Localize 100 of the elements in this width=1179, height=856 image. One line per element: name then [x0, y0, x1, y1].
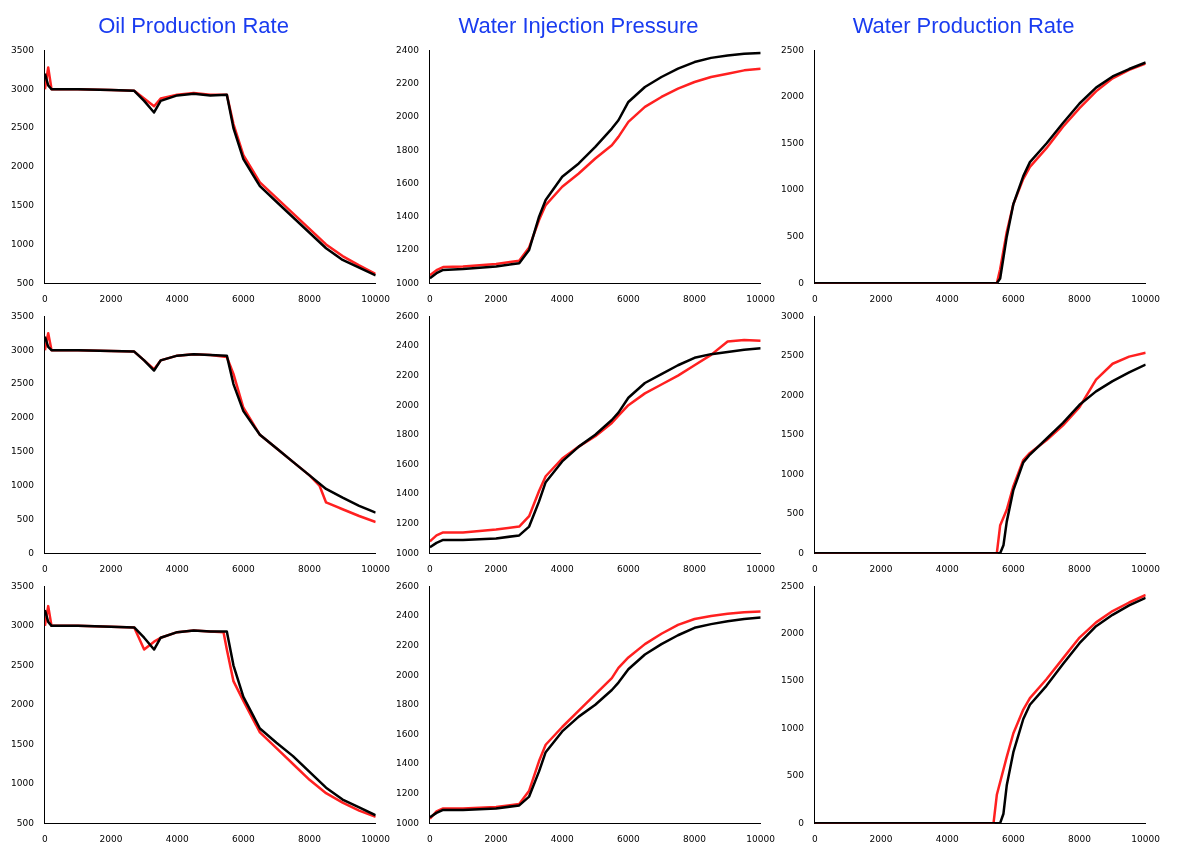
y-tick-label: 2500: [781, 580, 805, 591]
y-tick-label: 2500: [11, 122, 35, 133]
x-tick-label: 4000: [550, 833, 574, 844]
y-tick-label: 1500: [11, 199, 35, 210]
y-tick-label: 500: [16, 277, 35, 288]
y-tick-label: 3000: [11, 620, 35, 631]
y-tick-label: 1500: [781, 137, 805, 148]
chart-title: Water Production Rate: [852, 13, 1075, 39]
x-tick-label: 0: [42, 833, 49, 844]
y-tick-label: 2400: [396, 340, 420, 351]
x-tick-label: 10000: [361, 293, 391, 304]
y-tick-label: 2200: [396, 78, 420, 88]
y-tick-label: 1800: [396, 429, 420, 440]
x-tick-label: 6000: [231, 563, 256, 574]
y-tick-label: 1000: [781, 184, 805, 195]
y-tick-label: 1000: [396, 547, 420, 558]
x-tick-label: 4000: [165, 563, 189, 574]
y-tick-label: 2000: [781, 628, 805, 639]
x-tick-label: 4000: [550, 293, 574, 304]
x-tick-label: 10000: [361, 833, 391, 844]
y-tick-label: 1000: [11, 778, 35, 789]
chart-title: Water Injection Pressure: [458, 13, 699, 39]
y-tick-label: 2600: [396, 310, 420, 321]
x-tick-label: 2000: [484, 563, 508, 574]
y-tick-label: 2500: [781, 44, 805, 55]
y-tick-label: 1400: [396, 211, 420, 222]
x-tick-label: 2000: [869, 833, 893, 844]
y-tick-label: 1500: [781, 675, 805, 686]
y-tick-label: 2200: [396, 639, 420, 650]
y-tick-label: 3000: [11, 344, 35, 355]
x-tick-label: 2000: [99, 293, 123, 304]
y-tick-label: 0: [28, 547, 35, 558]
x-tick-label: 2000: [869, 293, 893, 304]
y-tick-label: 1200: [396, 517, 420, 528]
y-tick-label: 2000: [396, 111, 420, 122]
x-tick-label: 6000: [1001, 833, 1026, 844]
y-tick-label: 1000: [11, 479, 35, 490]
x-tick-label: 2000: [484, 833, 508, 844]
x-tick-label: 2000: [99, 833, 123, 844]
x-tick-label: 0: [812, 563, 819, 574]
x-tick-label: 0: [42, 293, 49, 304]
y-tick-label: 2400: [396, 610, 420, 621]
x-tick-label: 2000: [484, 293, 508, 304]
x-tick-label: 4000: [935, 833, 959, 844]
y-tick-label: 2600: [396, 580, 420, 591]
y-tick-label: 500: [786, 508, 805, 519]
x-tick-label: 0: [427, 833, 434, 844]
y-tick-label: 2000: [11, 161, 35, 172]
x-tick-label: 6000: [231, 293, 256, 304]
y-tick-label: 0: [798, 547, 805, 558]
y-tick-label: 2000: [396, 669, 420, 680]
y-tick-label: 3500: [11, 580, 35, 591]
y-tick-label: 2400: [396, 44, 420, 55]
y-tick-label: 2500: [11, 378, 35, 389]
y-tick-label: 500: [16, 817, 35, 828]
y-tick-label: 1200: [396, 244, 420, 255]
y-tick-label: 2000: [11, 699, 35, 710]
x-tick-label: 0: [812, 833, 819, 844]
y-tick-label: 2200: [396, 369, 420, 380]
x-tick-label: 10000: [1131, 833, 1161, 844]
y-tick-label: 2000: [11, 412, 35, 423]
x-tick-label: 8000: [1068, 563, 1092, 574]
y-tick-label: 0: [798, 277, 805, 288]
y-tick-label: 1600: [396, 458, 420, 469]
y-tick-label: 1500: [11, 446, 35, 457]
y-tick-label: 2000: [781, 389, 805, 400]
y-tick-label: 1800: [396, 699, 420, 710]
y-tick-label: 500: [786, 230, 805, 241]
x-tick-label: 10000: [361, 563, 391, 574]
x-tick-label: 6000: [1001, 563, 1026, 574]
y-tick-label: 1800: [396, 144, 420, 155]
y-tick-label: 1400: [396, 758, 420, 769]
x-tick-label: 6000: [231, 833, 256, 844]
x-tick-label: 8000: [683, 833, 707, 844]
x-tick-label: 4000: [165, 833, 189, 844]
chart-title: Oil Production Rate: [98, 13, 289, 39]
x-tick-label: 0: [812, 293, 819, 304]
x-tick-label: 10000: [746, 563, 776, 574]
x-tick-label: 6000: [616, 293, 641, 304]
y-tick-label: 0: [798, 817, 805, 828]
x-tick-label: 4000: [935, 563, 959, 574]
y-tick-label: 1000: [396, 817, 420, 828]
x-tick-label: 6000: [616, 563, 641, 574]
y-tick-label: 1000: [781, 468, 805, 479]
y-tick-label: 3500: [11, 310, 35, 321]
x-tick-label: 2000: [869, 563, 893, 574]
y-tick-label: 3000: [11, 83, 35, 94]
y-tick-label: 2500: [781, 350, 805, 361]
y-tick-label: 1000: [396, 277, 420, 288]
x-tick-label: 8000: [298, 833, 322, 844]
y-tick-label: 1600: [396, 177, 420, 188]
y-tick-label: 3500: [11, 44, 35, 55]
x-tick-label: 0: [42, 563, 49, 574]
y-tick-label: 500: [786, 770, 805, 781]
x-tick-label: 4000: [165, 293, 189, 304]
x-tick-label: 0: [427, 563, 434, 574]
y-tick-label: 500: [16, 513, 35, 524]
x-tick-label: 2000: [99, 563, 123, 574]
x-tick-label: 8000: [683, 293, 707, 304]
y-tick-label: 1000: [11, 238, 35, 249]
